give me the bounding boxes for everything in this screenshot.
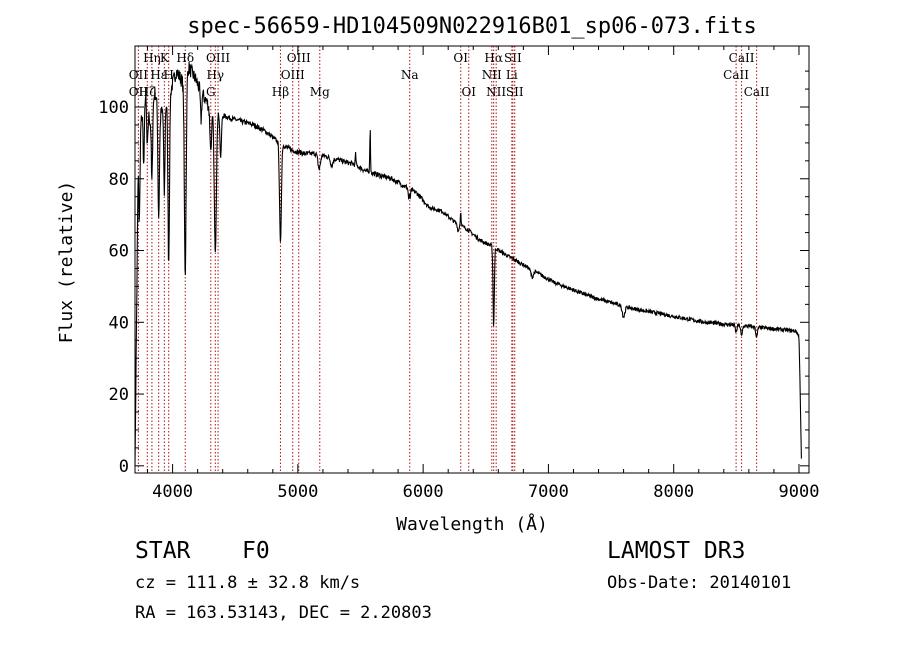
line-marker-label: Hα [484,51,503,65]
x-axis-label: Wavelength (Å) [396,513,548,535]
x-tick-label: 7000 [528,482,569,502]
line-marker-label: SII [504,51,522,65]
y-tick-label: 100 [98,98,129,118]
line-marker-label: Hβ [272,85,289,99]
line-marker-label: H [163,68,173,82]
line-marker-label: OII [129,85,149,99]
line-marker-label: OII [129,68,149,82]
line-marker-label: OIII [281,68,305,82]
x-axis-ticks: 4000 5000 6000 7000 8000 9000 [147,46,820,502]
y-axis-ticks: 0 20 40 60 80 100 [98,70,809,477]
sky-coordinates: RA = 163.53143, DEC = 2.20803 [135,603,432,623]
line-marker-label: Li [506,68,518,82]
line-marker-label: CaII [729,51,755,65]
line-marker-label: OIII [287,51,311,65]
redshift-value: cz = 111.8 ± 32.8 km/s [135,573,361,593]
line-marker-label: Hγ [206,68,224,82]
y-tick-label: 40 [109,313,129,333]
chart-title: spec-56659-HD104509N022916B01_sp06-073.f… [187,14,757,39]
line-marker-label: SII [506,85,524,99]
survey-name: LAMOST DR3 [607,538,746,564]
x-tick-label: 4000 [152,482,193,502]
x-tick-label: 9000 [779,482,820,502]
line-marker-label: OI [461,85,476,99]
plot-frame [134,45,810,474]
line-marker-label: Hε [150,68,167,82]
y-tick-label: 60 [109,242,129,262]
y-tick-label: 80 [109,170,129,190]
line-marker-label: NII [482,68,502,82]
observation-date: Obs-Date: 20140101 [607,573,792,593]
line-marker-label: Hδ [176,51,194,65]
x-tick-label: 8000 [653,482,694,502]
line-marker-label: OIII [206,51,230,65]
line-marker-label: Hζ [139,85,156,99]
line-marker-label: NII [486,85,506,99]
x-tick-label: 6000 [403,482,444,502]
spectrum-line [134,61,802,466]
line-marker-label: Mg [310,85,330,99]
y-tick-label: 20 [109,385,129,405]
line-marker-label: G [206,85,216,99]
line-marker-label: CaII [744,85,770,99]
spectrum-chart: spec-56659-HD104509N022916B01_sp06-073.f… [56,14,820,535]
y-axis-label: Flux (relative) [56,181,77,344]
line-marker-label: Na [401,68,419,82]
line-marker-label: CaII [723,68,749,82]
object-class: STAR [135,538,191,564]
y-tick-label: 0 [119,457,129,477]
line-marker-label: K [160,51,170,65]
x-tick-label: 5000 [277,482,318,502]
line-marker-label: Hη [143,51,161,65]
object-subclass: F0 [242,538,270,564]
line-marker-label: OI [453,51,468,65]
